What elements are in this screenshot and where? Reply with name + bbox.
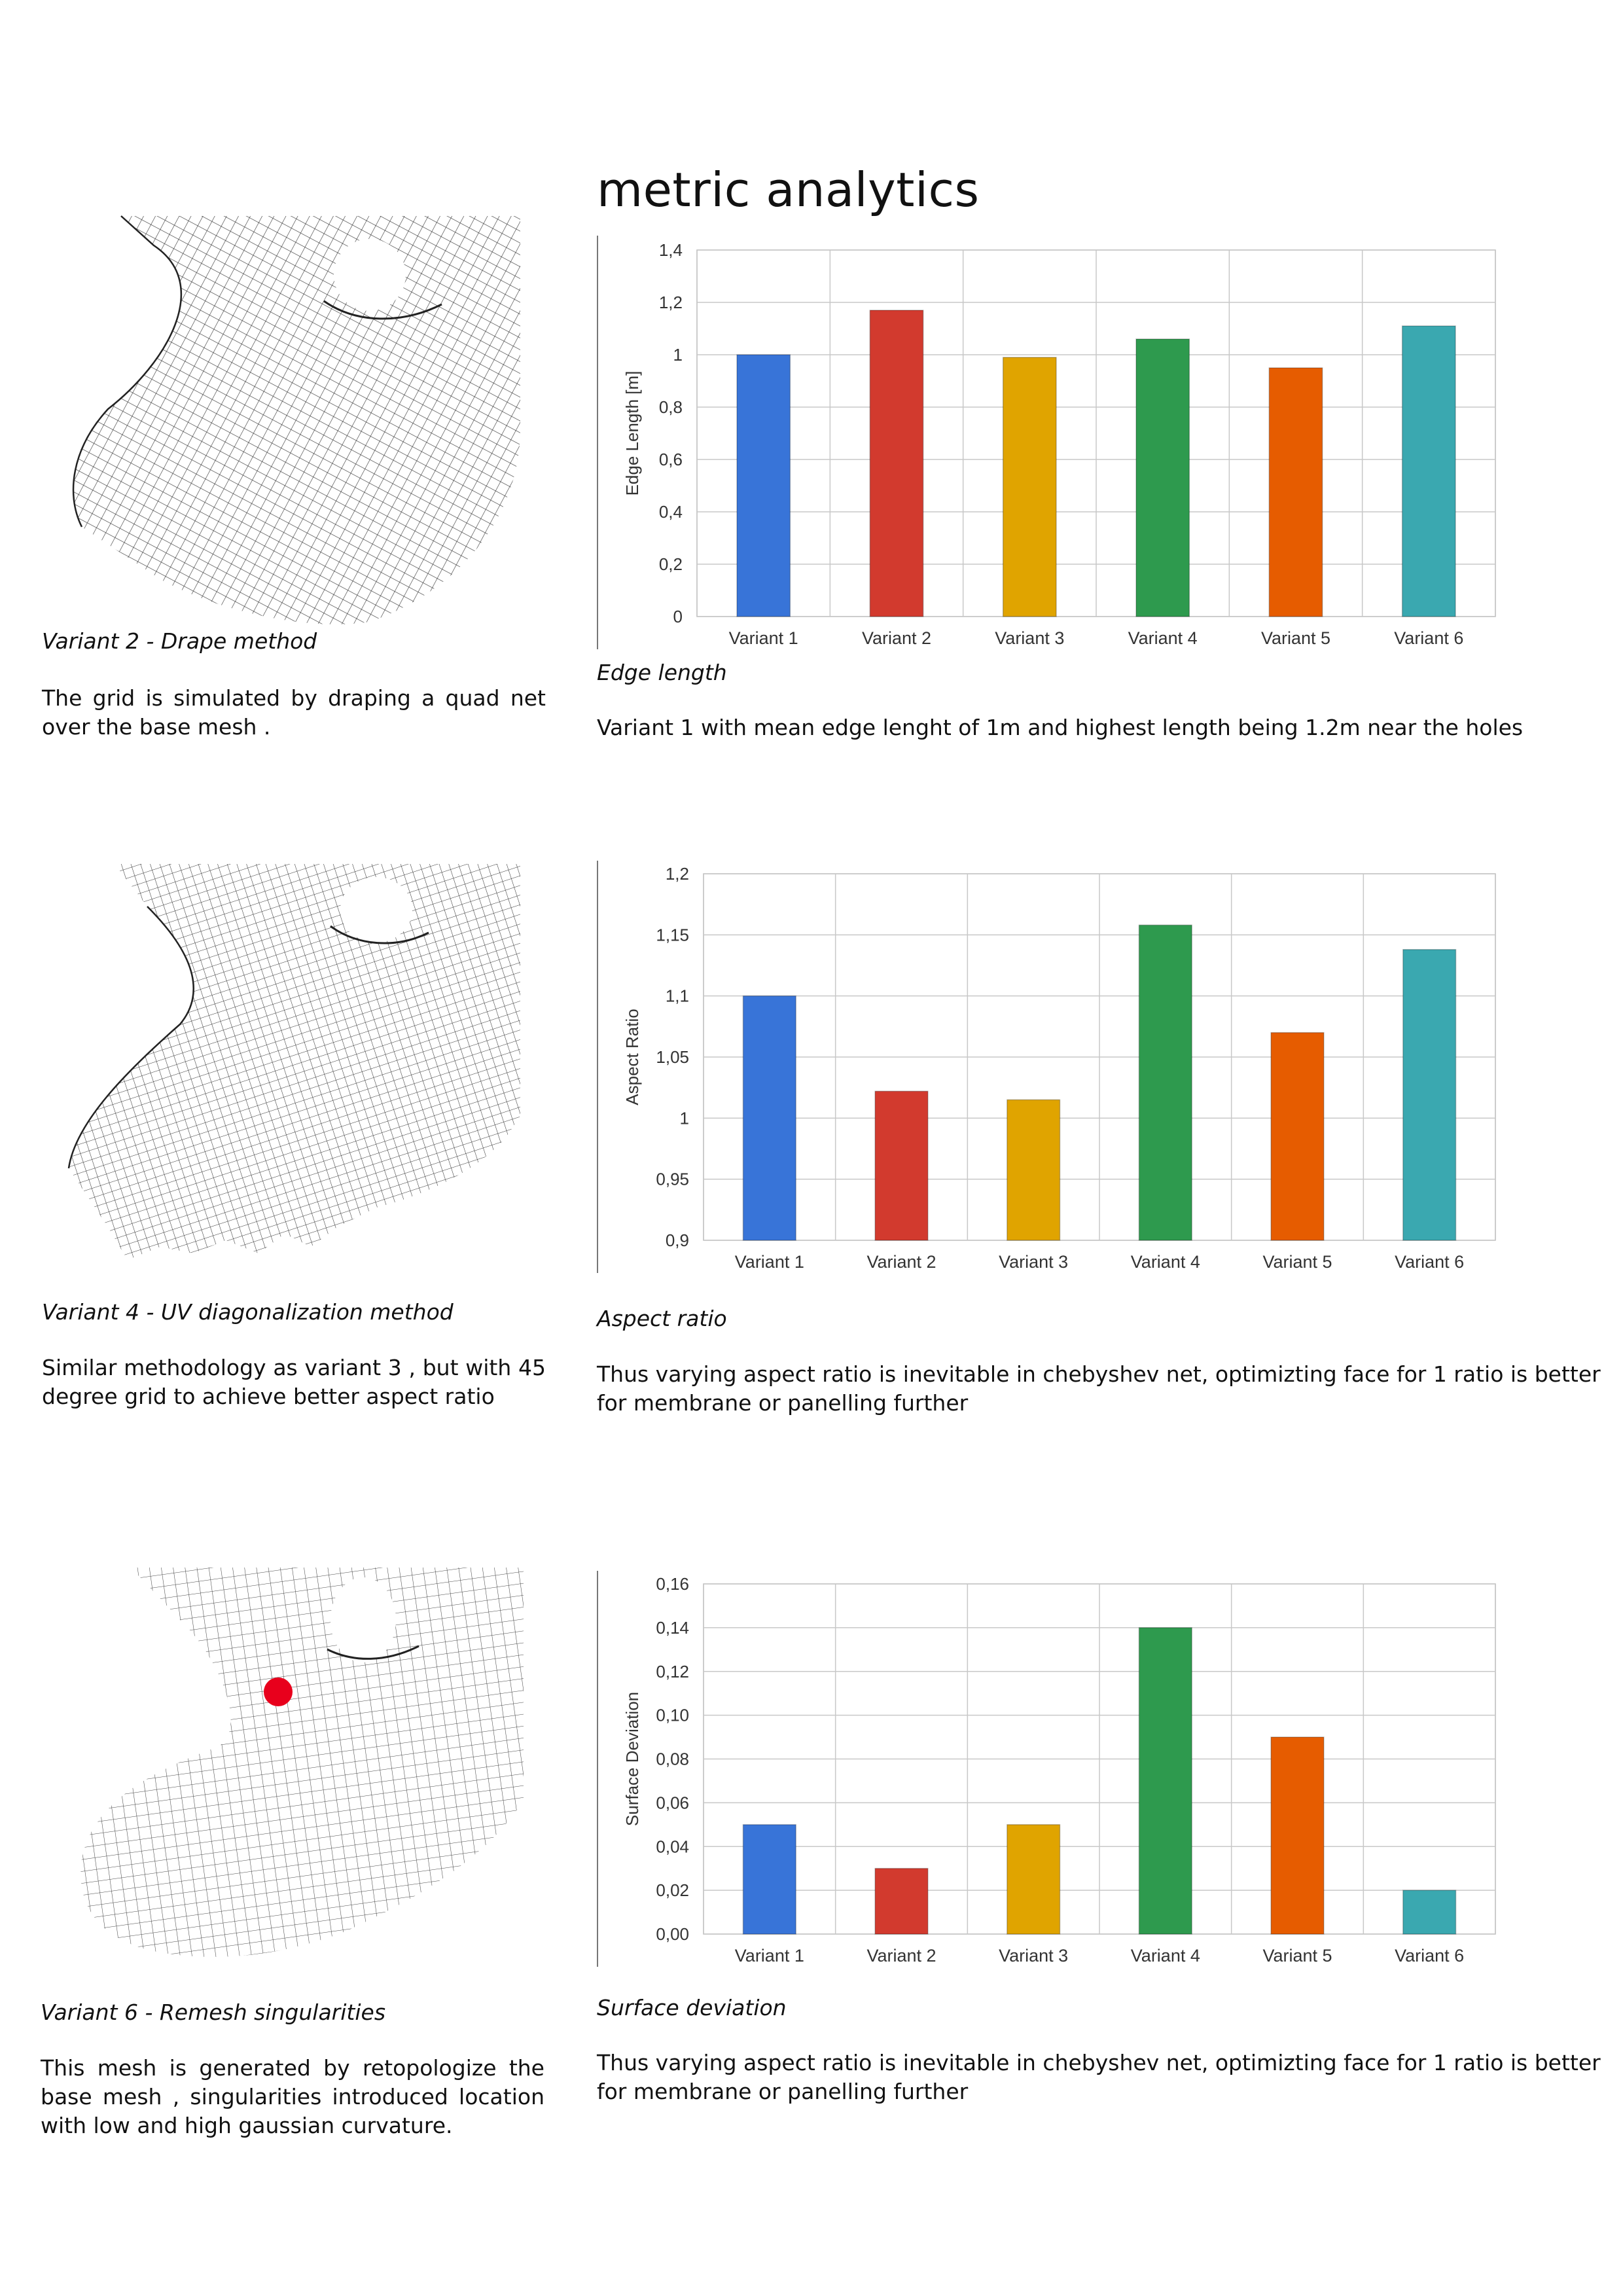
variant-caption: Variant 6 - Remesh singularities xyxy=(41,2000,386,2025)
y-axis-label: Aspect Ratio xyxy=(622,1009,642,1105)
y-tick-label: 0 xyxy=(673,607,683,626)
y-tick-label: 1,2 xyxy=(666,864,689,884)
x-tick-label: Variant 3 xyxy=(995,628,1064,648)
x-tick-label: Variant 4 xyxy=(1131,1252,1200,1272)
y-tick-label: 0,10 xyxy=(656,1706,689,1725)
metric-description: Variant 1 with mean edge lenght of 1m an… xyxy=(597,715,1524,740)
y-tick-label: 1,15 xyxy=(656,925,689,944)
y-tick-label: 1,1 xyxy=(666,986,689,1006)
y-axis-label: Edge Length [m] xyxy=(622,371,642,496)
y-tick-label: 0,14 xyxy=(656,1618,689,1638)
metric-caption: Aspect ratio xyxy=(597,1306,727,1331)
metric-description: Thus varying aspect ratio is inevitable … xyxy=(597,1361,1601,1416)
bar-variant-5 xyxy=(1270,1031,1325,1241)
y-tick-label: 0,08 xyxy=(656,1749,689,1769)
y-tick-label: 1 xyxy=(673,345,683,365)
x-tick-label: Variant 3 xyxy=(999,1946,1068,1965)
y-tick-label: 0,04 xyxy=(656,1837,689,1856)
x-tick-label: Variant 5 xyxy=(1261,628,1330,648)
x-tick-label: Variant 2 xyxy=(866,1252,936,1272)
bar-variant-3 xyxy=(1007,1099,1061,1241)
y-tick-label: 0,06 xyxy=(656,1793,689,1812)
x-tick-label: Variant 3 xyxy=(999,1252,1068,1272)
bar-variant-5 xyxy=(1268,367,1323,617)
bar-variant-6 xyxy=(1402,948,1457,1241)
y-tick-label: 1 xyxy=(680,1108,689,1128)
x-tick-label: Variant 5 xyxy=(1262,1946,1332,1965)
mesh-image-variant-4 xyxy=(62,861,520,1266)
y-tick-label: 0,00 xyxy=(656,1924,689,1944)
x-tick-label: Variant 1 xyxy=(735,1252,804,1272)
y-tick-label: 1,05 xyxy=(656,1047,689,1067)
bar-variant-1 xyxy=(742,995,796,1241)
x-tick-label: Variant 4 xyxy=(1131,1946,1200,1965)
variant-caption: Variant 2 - Drape method xyxy=(42,628,317,654)
mesh-image-variant-6 xyxy=(65,1564,524,1970)
bar-variant-6 xyxy=(1402,1890,1457,1935)
x-tick-label: Variant 6 xyxy=(1394,628,1463,648)
bar-variant-4 xyxy=(1135,338,1190,617)
variant-description: This mesh is generated by retopologize t… xyxy=(41,2055,544,2138)
y-tick-label: 0,95 xyxy=(656,1170,689,1189)
aspect-ratio-chart: 0,9 0,95 1 1,05 1,1 1,15 1,2 Variant 1 Variant 2… xyxy=(592,861,1574,1286)
mesh-image-variant-2 xyxy=(62,213,520,625)
y-axis-label: Surface Deviation xyxy=(622,1692,642,1826)
y-tick-label: 0,9 xyxy=(666,1230,689,1250)
bar-variant-3 xyxy=(1007,1824,1061,1935)
x-tick-label: Variant 2 xyxy=(862,628,931,648)
variant-description: Similar methodology as variant 3 , but w… xyxy=(42,1355,546,1409)
bar-variant-2 xyxy=(874,1090,929,1241)
y-tick-label: 0,6 xyxy=(659,450,683,469)
x-tick-label: Variant 2 xyxy=(866,1946,936,1965)
y-tick-label: 0,2 xyxy=(659,554,683,574)
x-tick-label: Variant 5 xyxy=(1262,1252,1332,1272)
singularity-marker xyxy=(264,1677,293,1706)
variant-caption: Variant 4 - UV diagonalization method xyxy=(42,1299,454,1325)
bar-variant-6 xyxy=(1401,325,1456,617)
y-tick-label: 0,12 xyxy=(656,1662,689,1681)
y-tick-label: 0,02 xyxy=(656,1880,689,1900)
edge-length-chart: 0 0,2 0,4 0,6 0,8 1 1,2 1,4 Variant 1 Variant 2 Va… xyxy=(592,236,1574,661)
y-tick-label: 1,4 xyxy=(659,240,683,260)
metric-caption: Edge length xyxy=(597,660,727,685)
surface-deviation-chart: 0,00 0,02 0,04 0,06 0,08 0,10 0,12 0,14 0,16 Vari… xyxy=(592,1571,1574,1983)
bar-variant-1 xyxy=(742,1824,796,1935)
bar-variant-2 xyxy=(869,310,924,617)
x-tick-label: Variant 4 xyxy=(1128,628,1198,648)
bar-variant-4 xyxy=(1138,1627,1192,1935)
bar-variant-5 xyxy=(1270,1736,1325,1935)
y-tick-label: 1,2 xyxy=(659,293,683,312)
bar-variant-2 xyxy=(874,1867,929,1935)
y-tick-label: 0,16 xyxy=(656,1574,689,1594)
y-tick-label: 0,4 xyxy=(659,502,683,522)
y-tick-label: 0,8 xyxy=(659,397,683,417)
variant-description: The grid is simulated by draping a quad … xyxy=(42,685,546,740)
page-title: metric analytics xyxy=(597,162,980,217)
bar-variant-1 xyxy=(736,354,791,617)
x-tick-label: Variant 1 xyxy=(729,628,798,648)
metric-caption: Surface deviation xyxy=(597,1995,787,2020)
metric-description: Thus varying aspect ratio is inevitable … xyxy=(597,2050,1601,2104)
bar-variant-4 xyxy=(1138,924,1192,1241)
bar-variant-3 xyxy=(1002,357,1057,617)
x-tick-label: Variant 1 xyxy=(735,1946,804,1965)
x-tick-label: Variant 6 xyxy=(1395,1946,1464,1965)
x-tick-label: Variant 6 xyxy=(1395,1252,1464,1272)
